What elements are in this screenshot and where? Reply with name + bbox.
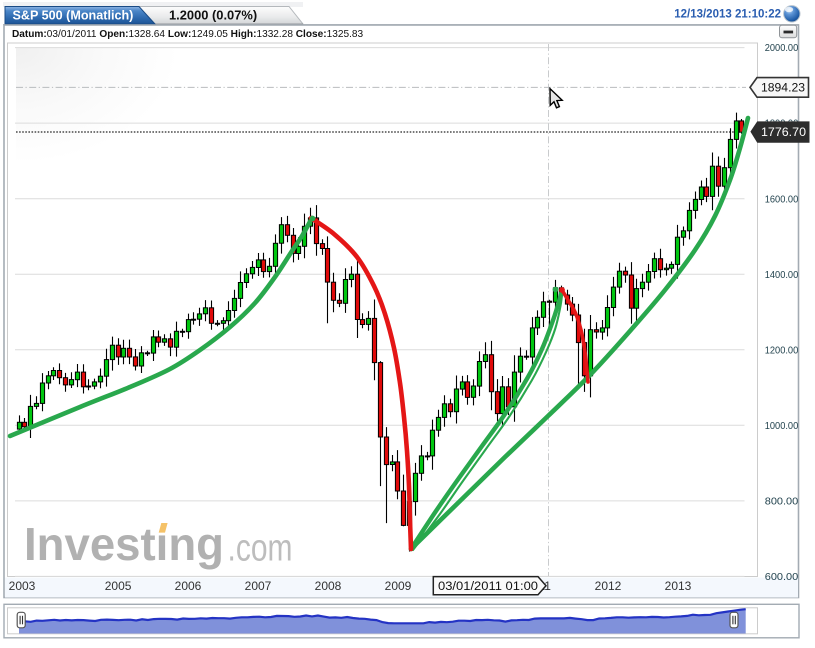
- svg-text:1400.00: 1400.00: [765, 270, 799, 281]
- svg-text:2005: 2005: [105, 579, 132, 593]
- svg-text:S&P 500 (Monatlich): S&P 500 (Monatlich): [13, 9, 134, 23]
- svg-text:2013: 2013: [665, 579, 692, 593]
- svg-text:1894.23: 1894.23: [761, 81, 805, 95]
- svg-text:1000.00: 1000.00: [765, 421, 799, 432]
- svg-text:1200.00: 1200.00: [765, 345, 799, 356]
- svg-text:1600.00: 1600.00: [765, 194, 799, 205]
- svg-text:800.00: 800.00: [765, 497, 799, 508]
- svg-text:2008: 2008: [315, 579, 342, 593]
- svg-text:Datum:03/01/2011 Open:1328.64: Datum:03/01/2011 Open:1328.64 Low:1249.0…: [12, 29, 363, 40]
- svg-text:2009: 2009: [385, 579, 412, 593]
- svg-text:600.00: 600.00: [765, 572, 799, 583]
- svg-text:2003: 2003: [9, 579, 36, 593]
- svg-text:1776.70: 1776.70: [761, 125, 806, 139]
- svg-text:12/13/2013 21:10:22: 12/13/2013 21:10:22: [674, 9, 781, 21]
- svg-text:03/01/2011 01:00: 03/01/2011 01:00: [438, 581, 538, 593]
- svg-text:Investıng: Investıng: [24, 518, 224, 570]
- svg-text:2006: 2006: [175, 579, 202, 593]
- svg-text:2007: 2007: [245, 579, 272, 593]
- svg-text:.com: .com: [228, 528, 293, 570]
- svg-text:2000.00: 2000.00: [765, 43, 799, 54]
- svg-text:2012: 2012: [595, 579, 622, 593]
- svg-text:1.2000 (0.07%): 1.2000 (0.07%): [169, 8, 257, 23]
